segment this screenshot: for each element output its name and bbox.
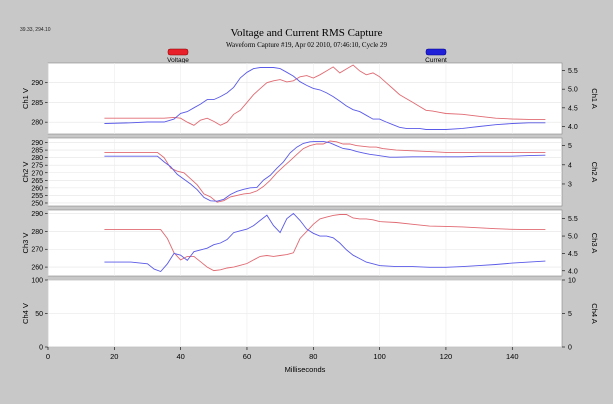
ytick-left-label: 250 (31, 200, 43, 207)
ytick-right-label: 4.0 (568, 124, 578, 131)
ylabel-left-ch2: Ch2 V (21, 162, 30, 183)
ytick-right-label: 5.0 (568, 87, 578, 94)
panel-ch3[interactable] (47, 209, 563, 277)
xtick-label: 60 (243, 352, 251, 361)
cursor-coordinate-readout: 39.33, 294.10 (20, 27, 51, 33)
ytick-left-label: 280 (31, 155, 43, 162)
legend-voltage-swatch (167, 48, 189, 56)
xtick-label: 0 (46, 352, 50, 361)
series-current-ch3 (104, 212, 546, 273)
ytick-right-label: 3 (568, 181, 572, 188)
ytick-left-label: 280 (31, 229, 43, 236)
ytick-right-label: 5.5 (568, 68, 578, 75)
series-voltage-ch2 (104, 140, 546, 203)
ytick-left-label: 280 (31, 120, 43, 127)
ytick-right-label: 5 (568, 143, 572, 150)
series-voltage-ch1 (104, 64, 546, 126)
ytick-left-label: 275 (31, 163, 43, 170)
ytick-left-label: 265 (31, 178, 43, 185)
ylabel-left-ch3: Ch3 V (21, 233, 30, 254)
series-current-ch1 (104, 67, 546, 130)
ytick-left-label: 290 (31, 80, 43, 87)
ylabel-right-ch4: Ch4 A (590, 303, 599, 323)
ytick-left-label: 100 (31, 278, 43, 285)
ytick-right-label: 5.0 (568, 234, 578, 241)
xtick-label: 100 (373, 352, 386, 361)
ytick-left-label: 270 (31, 247, 43, 254)
chart-subtitle: Waveform Capture #19, Apr 02 2010, 07:46… (226, 41, 387, 49)
ylabel-right-ch3: Ch3 A (590, 233, 599, 253)
ytick-right-label: 0 (568, 345, 572, 352)
xtick-label: 80 (309, 352, 317, 361)
ytick-left-label: 270 (31, 170, 43, 177)
legend-current-label: Current (425, 57, 447, 64)
series-voltage-ch3 (104, 214, 546, 272)
xaxis-label: Milliseconds (285, 365, 326, 374)
ytick-right-label: 5.5 (568, 216, 578, 223)
legend-current-swatch (425, 48, 447, 56)
ylabel-left-ch4: Ch4 V (21, 303, 30, 324)
ytick-right-label: 10 (568, 278, 576, 285)
xtick-label: 40 (176, 352, 184, 361)
ytick-left-label: 285 (31, 148, 43, 155)
ylabel-right-ch1: Ch1 A (590, 88, 599, 108)
ytick-left-label: 260 (31, 185, 43, 192)
ylabel-right-ch2: Ch2 A (590, 162, 599, 182)
ytick-left-label: 0 (39, 345, 43, 352)
ytick-left-label: 50 (35, 311, 43, 318)
xtick-label: 140 (506, 352, 519, 361)
chart-title: Voltage and Current RMS Capture (230, 27, 383, 39)
ytick-right-label: 4.0 (568, 268, 578, 275)
ytick-left-label: 260 (31, 265, 43, 272)
ylabel-left-ch1: Ch1 V (21, 88, 30, 109)
ytick-right-label: 4 (568, 162, 572, 169)
ytick-right-label: 4.5 (568, 251, 578, 258)
legend-voltage-label: Voltage (167, 57, 189, 64)
ytick-right-label: 4.5 (568, 105, 578, 112)
xtick-label: 120 (440, 352, 453, 361)
ytick-left-label: 285 (31, 100, 43, 107)
ytick-left-label: 290 (31, 211, 43, 218)
ytick-left-label: 290 (31, 140, 43, 147)
ytick-left-label: 255 (31, 193, 43, 200)
xtick-label: 20 (110, 352, 118, 361)
ytick-right-label: 5 (568, 311, 572, 318)
series-current-ch2 (104, 140, 546, 202)
